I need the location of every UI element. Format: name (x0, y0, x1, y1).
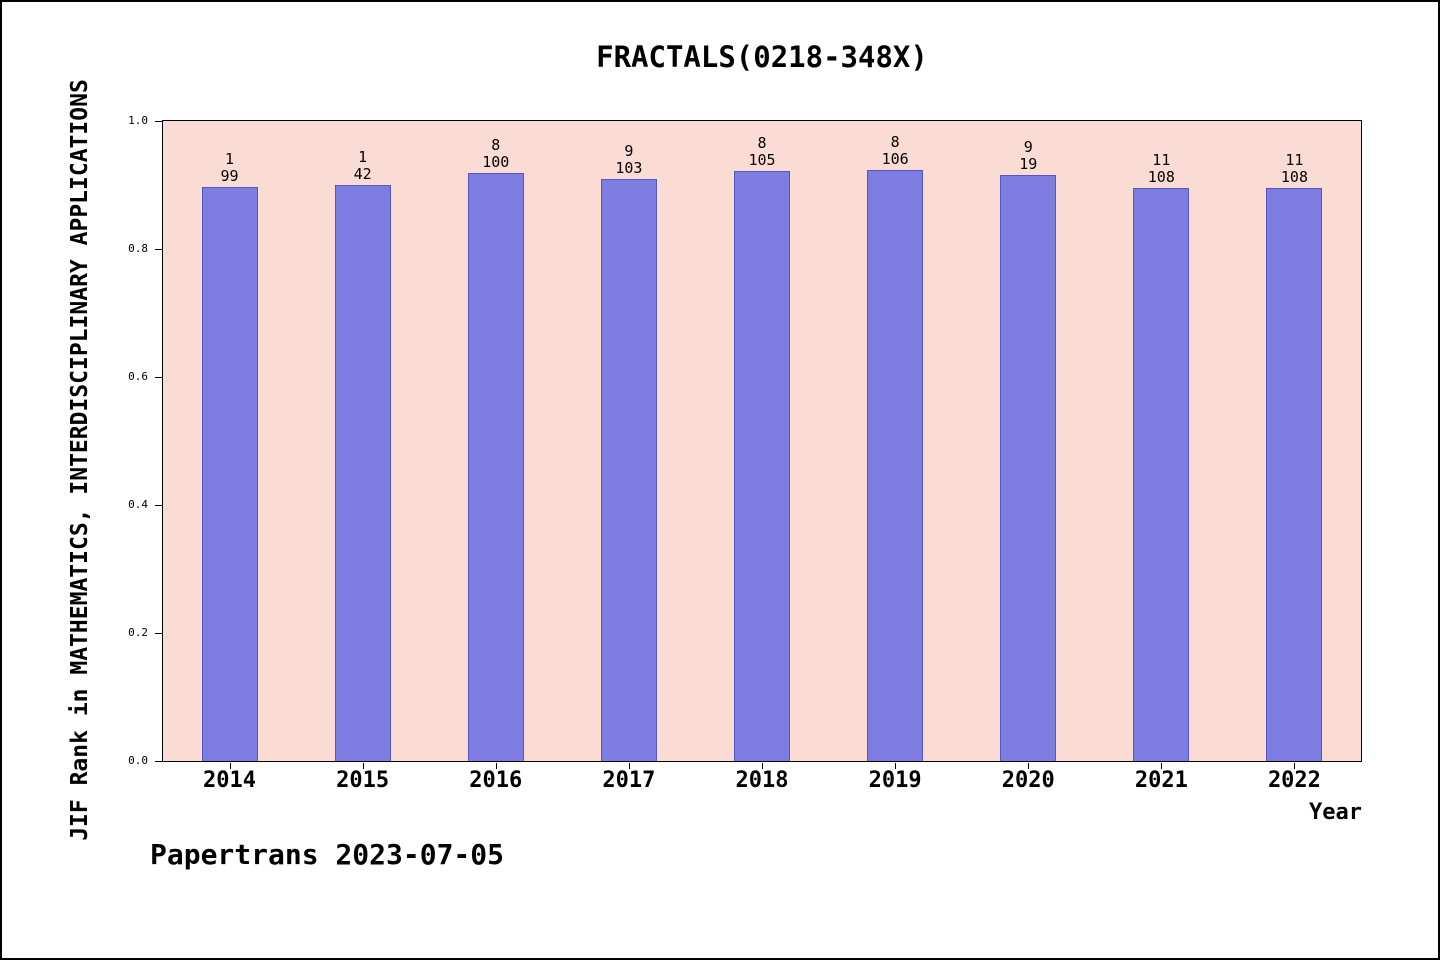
bar-total-2022: 108 (1280, 168, 1308, 186)
x-tick-2022 (1294, 763, 1296, 769)
bar-value-label-2019: 8 106 (835, 134, 955, 168)
bar-total-2019: 106 (881, 150, 909, 168)
bar-value-label-2020: 9 19 (968, 139, 1088, 173)
bar-value-label-2017: 9 103 (569, 143, 689, 177)
y-tick-0.0 (155, 761, 162, 762)
bar-value-label-2021: 11 108 (1101, 152, 1221, 186)
x-tick-label-2022: 2022 (1267, 768, 1321, 793)
bar-total-2016: 100 (482, 153, 510, 171)
bar-total-2020: 19 (1019, 155, 1038, 173)
y-axis-label: JIF Rank in MATHEMATICS, INTERDISCIPLINA… (67, 79, 93, 841)
bar-rank-2015: 1 (358, 148, 368, 166)
y-tick-0.4 (155, 505, 162, 506)
bar-rank-2017: 9 (624, 142, 634, 160)
bar-2015 (334, 185, 391, 761)
x-tick-label-2017: 2017 (602, 768, 656, 793)
bar-value-label-2014: 1 99 (170, 151, 290, 185)
bar-rank-2018: 8 (757, 134, 767, 152)
bar-rank-2014: 1 (225, 150, 235, 168)
bar-rank-2022: 11 (1285, 151, 1304, 169)
footer-text: Papertrans 2023-07-05 (150, 838, 505, 871)
y-tick-label-1.0: 1.0 (128, 114, 148, 127)
bar-rank-2020: 9 (1023, 138, 1033, 156)
bar-value-label-2016: 8 100 (436, 137, 556, 171)
bar-total-2021: 108 (1147, 168, 1175, 186)
bar-rank-2021: 11 (1152, 151, 1171, 169)
bar-2016 (467, 173, 524, 761)
bar-value-label-2022: 11 108 (1234, 152, 1354, 186)
bar-total-2014: 99 (220, 167, 239, 185)
chart-title: FRACTALS(0218-348X) (596, 40, 928, 74)
x-tick-label-2018: 2018 (735, 768, 789, 793)
x-tick-2015 (362, 763, 364, 769)
x-tick-label-2016: 2016 (469, 768, 523, 793)
y-tick-label-0.6: 0.6 (128, 370, 148, 383)
bar-2018 (734, 171, 790, 761)
x-tick-2017 (628, 763, 630, 769)
y-tick-label-0.8: 0.8 (128, 242, 148, 255)
bar-2022 (1266, 188, 1323, 761)
y-tick-1.0 (155, 121, 162, 122)
y-tick-label-0.0: 0.0 (128, 754, 148, 767)
bar-rank-2019: 8 (890, 133, 900, 151)
x-tick-label-2014: 2014 (203, 768, 257, 793)
bar-value-label-2018: 8 105 (702, 135, 822, 169)
plot-area: 1 99 1 42 8 100 9 103 8 105 8 106 9 19 11 108 11 108 (162, 120, 1362, 762)
x-tick-label-2020: 2020 (1001, 768, 1055, 793)
bar-total-2015: 42 (353, 165, 372, 183)
bar-2014 (201, 187, 258, 761)
y-tick-label-0.4: 0.4 (128, 498, 148, 511)
bar-2020 (1000, 175, 1057, 761)
y-tick-0.6 (155, 377, 162, 378)
x-tick-2014 (229, 763, 231, 769)
x-tick-label-2019: 2019 (868, 768, 922, 793)
x-tick-label-2021: 2021 (1134, 768, 1188, 793)
bar-rank-2016: 8 (491, 136, 501, 154)
x-tick-2021 (1161, 763, 1163, 769)
x-tick-2018 (762, 763, 763, 769)
bar-2021 (1133, 188, 1190, 761)
x-axis-label: Year (1309, 800, 1362, 825)
bar-value-label-2015: 1 42 (303, 149, 423, 183)
bar-2017 (600, 179, 657, 761)
x-tick-label-2015: 2015 (336, 768, 390, 793)
bar-total-2018: 105 (748, 151, 776, 169)
y-tick-0.2 (155, 633, 162, 634)
y-tick-0.8 (155, 249, 162, 250)
bar-total-2017: 103 (615, 159, 643, 177)
y-tick-label-0.2: 0.2 (128, 626, 148, 639)
x-tick-2020 (1028, 763, 1030, 769)
x-tick-2016 (495, 763, 497, 769)
x-tick-2019 (895, 763, 897, 769)
bar-2019 (867, 170, 924, 761)
